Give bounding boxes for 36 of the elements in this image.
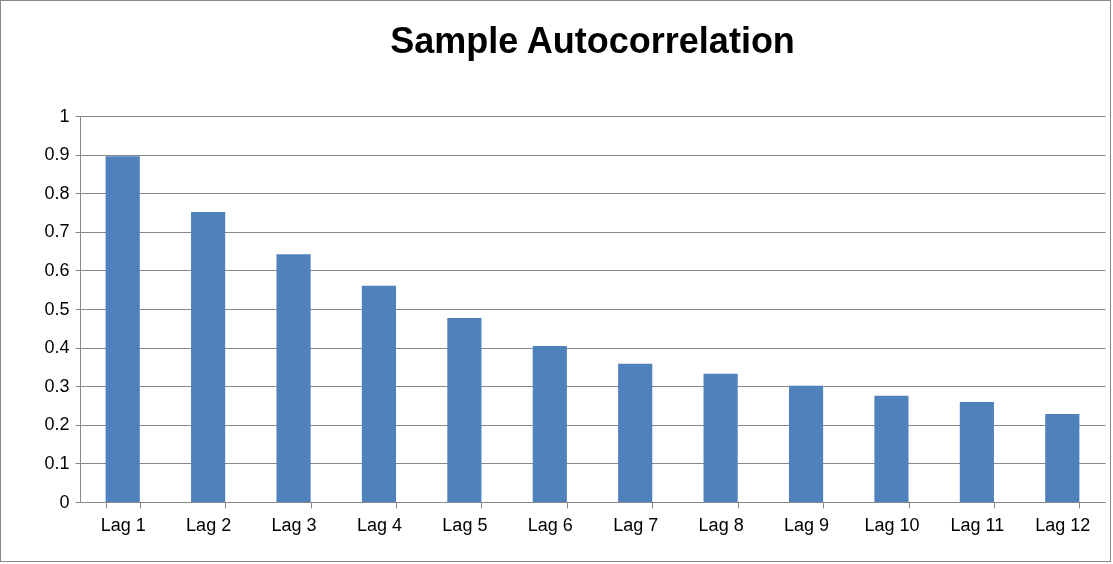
bar bbox=[191, 212, 226, 502]
y-tick-label: 0.9 bbox=[44, 144, 70, 165]
y-tick-label: 0.1 bbox=[44, 452, 70, 473]
y-tick-label: 0.4 bbox=[44, 337, 70, 358]
y-tick-label: 0.7 bbox=[44, 221, 70, 242]
x-tick-label: Lag 8 bbox=[698, 514, 744, 535]
bar bbox=[447, 317, 482, 502]
x-tick-label: Lag 9 bbox=[784, 514, 830, 535]
bar bbox=[1045, 413, 1080, 502]
bar bbox=[105, 156, 140, 502]
y-tick-label: 1 bbox=[59, 105, 70, 126]
bar bbox=[618, 363, 653, 502]
x-tick-label: Lag 1 bbox=[100, 514, 146, 535]
x-tick-label: Lag 3 bbox=[271, 514, 317, 535]
bar bbox=[959, 402, 994, 502]
x-tick-label: Lag 10 bbox=[864, 514, 920, 535]
bar bbox=[532, 346, 567, 502]
y-tick-label: 0.6 bbox=[44, 259, 70, 280]
x-tick-label: Lag 5 bbox=[442, 514, 488, 535]
y-tick-label: 0.2 bbox=[44, 414, 70, 435]
chart-title: Sample Autocorrelation bbox=[390, 20, 795, 61]
y-tick-label: 0.8 bbox=[44, 182, 70, 203]
x-tick-label: Lag 4 bbox=[356, 514, 402, 535]
bar bbox=[703, 373, 738, 502]
x-tick-label: Lag 12 bbox=[1035, 514, 1091, 535]
bar bbox=[276, 254, 311, 502]
y-tick-label: 0 bbox=[59, 491, 70, 512]
y-tick-label: 0.3 bbox=[44, 375, 70, 396]
x-tick-label: Lag 11 bbox=[950, 514, 1005, 535]
x-tick-label: Lag 6 bbox=[527, 514, 573, 535]
x-tick-label: Lag 7 bbox=[613, 514, 659, 535]
bar bbox=[874, 395, 909, 502]
bar bbox=[361, 285, 397, 502]
y-tick-label: 0.5 bbox=[44, 298, 70, 319]
bar bbox=[788, 385, 824, 502]
x-tick-label: Lag 2 bbox=[186, 514, 232, 535]
